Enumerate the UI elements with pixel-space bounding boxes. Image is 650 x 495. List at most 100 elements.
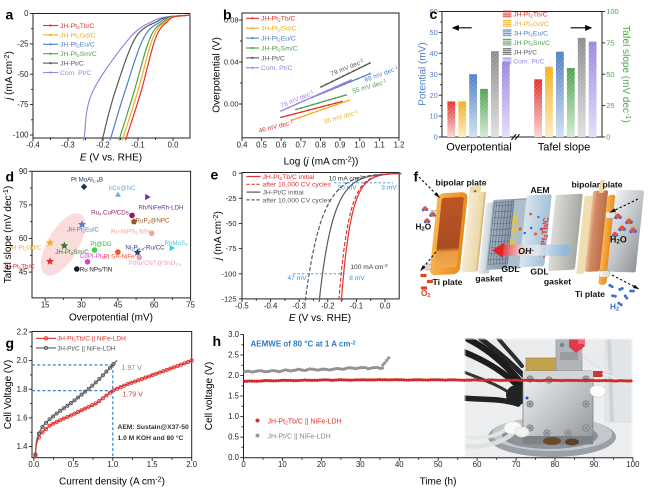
svg-text:-0.4: -0.4 <box>264 301 278 310</box>
svg-text:Ti plate: Ti plate <box>433 277 463 287</box>
svg-text:JH-Pt/C: JH-Pt/C <box>513 49 537 56</box>
svg-text:0.8: 0.8 <box>315 140 326 149</box>
svg-text:JH-Pt2Eu/C: JH-Pt2Eu/C <box>60 42 95 50</box>
svg-text:100 mA cm-2: 100 mA cm-2 <box>350 263 388 271</box>
svg-text:-0.2: -0.2 <box>321 301 334 310</box>
svg-text:-125: -125 <box>221 295 236 304</box>
svg-text:JH-Pt2Tb/C || NiFe-LDH: JH-Pt2Tb/C || NiFe-LDH <box>268 418 342 426</box>
svg-text:h: h <box>213 333 222 349</box>
svg-text:JH-Pt/C: JH-Pt/C <box>60 61 84 68</box>
svg-text:O2: O2 <box>421 289 431 299</box>
svg-text:0.6: 0.6 <box>276 140 287 149</box>
svg-text:Rh/NiFeRh-LDH: Rh/NiFeRh-LDH <box>138 205 183 212</box>
svg-text:8 mV: 8 mV <box>349 275 365 282</box>
svg-text:AEMWE of 80 °C at 1 A cm-2: AEMWE of 80 °C at 1 A cm-2 <box>251 340 356 349</box>
svg-text:Pt MoAl1-xB: Pt MoAl1-xB <box>71 177 103 184</box>
svg-text:d: d <box>6 169 15 185</box>
svg-text:AEM: AEM <box>530 185 549 195</box>
svg-text:45: 45 <box>19 268 28 277</box>
svg-text:bipolar plate: bipolar plate <box>571 180 622 190</box>
svg-text:-25: -25 <box>17 40 29 49</box>
svg-text:Current density (A cm-2): Current density (A cm-2) <box>59 475 165 488</box>
svg-text:JH-Pt2Tb/C: JH-Pt2Tb/C <box>513 12 548 20</box>
svg-text:after 10,000 CV cycles: after 10,000 CV cycles <box>263 182 332 189</box>
svg-text:1.0: 1.0 <box>228 412 240 421</box>
svg-text:JH-Pt2Gd/C: JH-Pt2Gd/C <box>513 21 549 29</box>
svg-text:30: 30 <box>356 460 365 469</box>
svg-text:JH-Pt2Tb/C: JH-Pt2Tb/C <box>261 16 296 24</box>
svg-text:Ru NPs/TiN: Ru NPs/TiN <box>80 267 112 274</box>
svg-text:-75: -75 <box>226 244 237 253</box>
svg-text:j (mA cm-2): j (mA cm-2) <box>2 51 15 102</box>
svg-text:0: 0 <box>24 9 29 18</box>
svg-text:1.5: 1.5 <box>228 392 240 401</box>
svg-text:JH-Pt2Eu/C: JH-Pt2Eu/C <box>261 36 296 44</box>
svg-text:40: 40 <box>395 460 404 469</box>
svg-text:75: 75 <box>606 39 614 48</box>
svg-text:0.0: 0.0 <box>228 453 240 462</box>
svg-text:70: 70 <box>512 460 521 469</box>
svg-text:JH-Pt2Sm/C: JH-Pt2Sm/C <box>261 45 298 53</box>
svg-text:25: 25 <box>606 101 614 110</box>
svg-text:a: a <box>6 7 14 23</box>
svg-text:60: 60 <box>19 234 28 243</box>
svg-text:b: b <box>223 7 232 23</box>
svg-text:0: 0 <box>606 133 610 142</box>
svg-text:H2: H2 <box>610 303 620 313</box>
svg-text:-0.2: -0.2 <box>96 141 109 150</box>
svg-text:0.00: 0.00 <box>224 100 239 109</box>
svg-text:30: 30 <box>429 70 437 79</box>
svg-text:15: 15 <box>41 300 50 309</box>
svg-text:45: 45 <box>114 300 123 309</box>
svg-text:Log (j (mA cm-2)): Log (j (mA cm-2)) <box>284 155 359 168</box>
svg-text:20: 20 <box>317 460 326 469</box>
svg-text:20 mV: 20 mV <box>337 185 357 192</box>
svg-text:JH-Pt2Sm/C: JH-Pt2Sm/C <box>60 51 97 59</box>
svg-text:-100: -100 <box>221 269 236 278</box>
svg-text:g: g <box>6 335 15 351</box>
svg-text:JH-Pt/C || NiFe-LDH: JH-Pt/C || NiFe-LDH <box>268 433 331 440</box>
svg-text:IrCo@NC: IrCo@NC <box>109 185 136 192</box>
svg-text:Pt SA-NiFe V: Pt SA-NiFe V <box>104 254 142 261</box>
svg-text:1.2: 1.2 <box>394 140 405 149</box>
svg-text:gasket: gasket <box>475 274 502 284</box>
svg-text:1.79 V: 1.79 V <box>123 392 144 399</box>
svg-text:0.4: 0.4 <box>237 140 249 149</box>
svg-text:2.0: 2.0 <box>228 371 240 380</box>
svg-text:JH-Pt2Gd/C: JH-Pt2Gd/C <box>60 32 96 40</box>
svg-text:PtRu/CNT@SnO2-x: PtRu/CNT@SnO2-x <box>128 260 182 267</box>
svg-text:0.04: 0.04 <box>224 58 239 67</box>
svg-text:AEM: Sustain@X37-50: AEM: Sustain@X37-50 <box>118 424 189 431</box>
svg-text:-0.3: -0.3 <box>292 301 305 310</box>
svg-text:JH-Pt2Gd/C: JH-Pt2Gd/C <box>261 26 297 34</box>
svg-text:Overpotential: Overpotential <box>446 142 511 154</box>
svg-text:-0.4: -0.4 <box>26 141 40 150</box>
svg-text:Ru-NiPS3 NSs: Ru-NiPS3 NSs <box>111 229 151 236</box>
svg-text:-0.1: -0.1 <box>350 301 363 310</box>
svg-text:bipolar plate: bipolar plate <box>435 178 486 188</box>
svg-text:Tafel slope: Tafel slope <box>538 142 591 154</box>
svg-text:RuP2@NPC: RuP2@NPC <box>136 218 170 225</box>
svg-text:JH-Pt2Tb/C || NiFe-LDH: JH-Pt2Tb/C || NiFe-LDH <box>57 336 126 343</box>
svg-text:Pt@DG: Pt@DG <box>90 241 112 248</box>
svg-text:Time (h): Time (h) <box>420 477 457 488</box>
svg-text:1.0 M KOH and 80 °C: 1.0 M KOH and 80 °C <box>118 434 184 442</box>
svg-text:JH-Pt/C: JH-Pt/C <box>261 55 285 62</box>
svg-text:3.0: 3.0 <box>228 330 240 339</box>
svg-text:-25: -25 <box>226 194 237 203</box>
svg-text:JH-Pt2Sm/C: JH-Pt2Sm/C <box>513 40 550 48</box>
svg-text:Com. Pt/C: Com. Pt/C <box>513 59 544 66</box>
svg-text:JH-Pt/C initial: JH-Pt/C initial <box>263 190 305 197</box>
svg-text:-0.5: -0.5 <box>235 301 249 310</box>
svg-text:H2O: H2O <box>610 235 627 246</box>
svg-text:GDL: GDL <box>530 267 548 277</box>
svg-text:NiFe-LDH: NiFe-LDH <box>507 215 520 251</box>
svg-text:2.2: 2.2 <box>17 328 28 337</box>
svg-text:Rux.CuP/CDs: Rux.CuP/CDs <box>91 210 129 217</box>
svg-text:50: 50 <box>434 460 443 469</box>
svg-text:1.5: 1.5 <box>147 460 159 469</box>
svg-text:JH-Pt2Tb/C initial: JH-Pt2Tb/C initial <box>263 174 315 182</box>
svg-text:3 mV: 3 mV <box>381 185 397 192</box>
svg-text:JH-Pt/C || NiFe-LDH: JH-Pt/C || NiFe-LDH <box>57 345 116 352</box>
svg-text:60: 60 <box>429 7 437 16</box>
